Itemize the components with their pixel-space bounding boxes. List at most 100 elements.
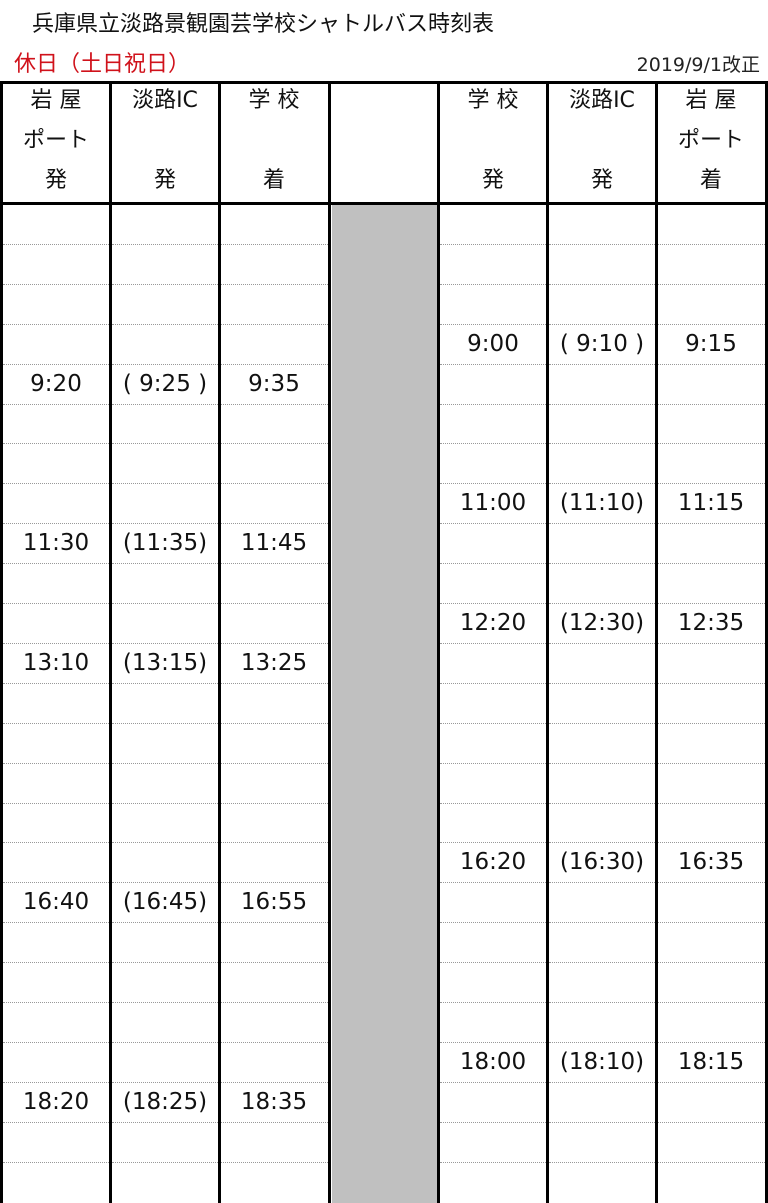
row-divider: [658, 323, 765, 325]
row-divider: [221, 1121, 328, 1123]
row-divider: [221, 1041, 328, 1043]
row-divider: [658, 363, 765, 365]
row-divider: [440, 523, 546, 525]
row-divider: [112, 802, 218, 804]
row-divider: [3, 603, 109, 604]
column-header-line: [331, 81, 437, 121]
row-divider: [549, 1161, 655, 1163]
row-divider: [112, 762, 218, 764]
row-divider: [440, 1081, 546, 1083]
row-divider: [221, 762, 328, 764]
row-divider: [549, 483, 655, 485]
row-divider: [549, 642, 655, 644]
row-divider: [112, 363, 218, 365]
row-divider: [221, 1081, 328, 1083]
row-divider: [3, 842, 109, 844]
row-divider: [221, 922, 328, 924]
outbound-time-cell: 18:35: [240, 1088, 308, 1115]
row-divider: [3, 802, 109, 804]
row-divider: [3, 722, 109, 724]
outbound-time-cell: 13:10: [22, 649, 90, 676]
outbound-time-cell: 18:20: [22, 1088, 90, 1115]
column-header: 学 校発: [440, 81, 546, 203]
column-header-line: 岩 屋: [685, 88, 737, 113]
row-divider: [549, 922, 655, 924]
row-divider: [549, 563, 655, 565]
divider-column: [332, 204, 438, 1203]
column-header-line: 発: [481, 168, 504, 193]
row-divider: [112, 1081, 218, 1083]
row-divider: [658, 682, 765, 684]
row-divider: [221, 1002, 328, 1003]
column-header-line: [331, 121, 437, 161]
column-border: [109, 81, 112, 1203]
column-border: [328, 81, 331, 1203]
row-divider: [440, 962, 546, 964]
row-divider: [440, 762, 546, 764]
column-border: [437, 81, 440, 1203]
row-divider: [440, 1041, 546, 1043]
row-divider: [658, 283, 765, 285]
return-time-cell: ( 9:10 ): [559, 330, 645, 357]
row-divider: [221, 283, 328, 285]
row-divider: [3, 1081, 109, 1083]
column-header-line: [112, 121, 218, 161]
row-divider: [440, 1161, 546, 1163]
row-divider: [440, 642, 546, 644]
row-divider: [658, 403, 765, 405]
row-divider: [112, 842, 218, 844]
outbound-time-cell: 11:30: [22, 530, 90, 557]
row-divider: [658, 523, 765, 525]
row-divider: [112, 283, 218, 285]
return-time-cell: 12:20: [459, 610, 527, 636]
return-time-cell: 18:00: [459, 1048, 527, 1075]
row-divider: [658, 802, 765, 804]
row-divider: [112, 922, 218, 924]
row-divider: [549, 682, 655, 684]
row-divider: [112, 1002, 218, 1003]
row-divider: [3, 642, 109, 644]
outbound-time-cell: (11:35): [122, 530, 208, 557]
row-divider: [549, 962, 655, 964]
row-divider: [112, 523, 218, 525]
row-divider: [549, 722, 655, 724]
row-divider: [221, 563, 328, 565]
outbound-time-cell: 9:20: [30, 370, 82, 397]
row-divider: [112, 1041, 218, 1043]
row-divider: [221, 603, 328, 604]
row-divider: [549, 842, 655, 844]
revision-date: 2019/9/1改正: [636, 54, 760, 76]
row-divider: [221, 483, 328, 485]
row-divider: [440, 1002, 546, 1003]
row-divider: [658, 1081, 765, 1083]
row-divider: [549, 283, 655, 285]
row-divider: [221, 682, 328, 684]
row-divider: [221, 722, 328, 724]
outbound-time-cell: 11:45: [240, 530, 308, 557]
row-divider: [221, 363, 328, 365]
column-header-line: ポート: [22, 128, 89, 153]
row-divider: [221, 802, 328, 804]
row-divider: [221, 523, 328, 525]
column-header-line: 着: [262, 168, 285, 193]
row-divider: [3, 563, 109, 565]
column-border: [218, 81, 221, 1203]
row-divider: [549, 363, 655, 365]
column-header: 淡路IC 発: [112, 81, 218, 203]
return-time-cell: (12:30): [559, 610, 645, 636]
column-header: 岩 屋ポート発: [3, 81, 109, 203]
row-divider: [3, 1121, 109, 1123]
row-divider: [658, 563, 765, 565]
return-time-cell: 16:20: [459, 849, 527, 876]
column-header-line: 学 校: [248, 88, 300, 113]
row-divider: [112, 603, 218, 604]
column-header-line: [549, 121, 655, 161]
timetable: 岩 屋ポート発淡路IC 発学 校着学 校発淡路IC 発岩 屋ポート着 9:00( 9:…: [0, 81, 768, 1203]
outbound-time-cell: ( 9:25 ): [122, 370, 208, 397]
column-header-line: [221, 121, 327, 161]
row-divider: [549, 443, 655, 445]
row-divider: [112, 962, 218, 964]
row-divider: [549, 603, 655, 604]
return-time-cell: 9:00: [467, 330, 519, 357]
row-divider: [549, 882, 655, 884]
